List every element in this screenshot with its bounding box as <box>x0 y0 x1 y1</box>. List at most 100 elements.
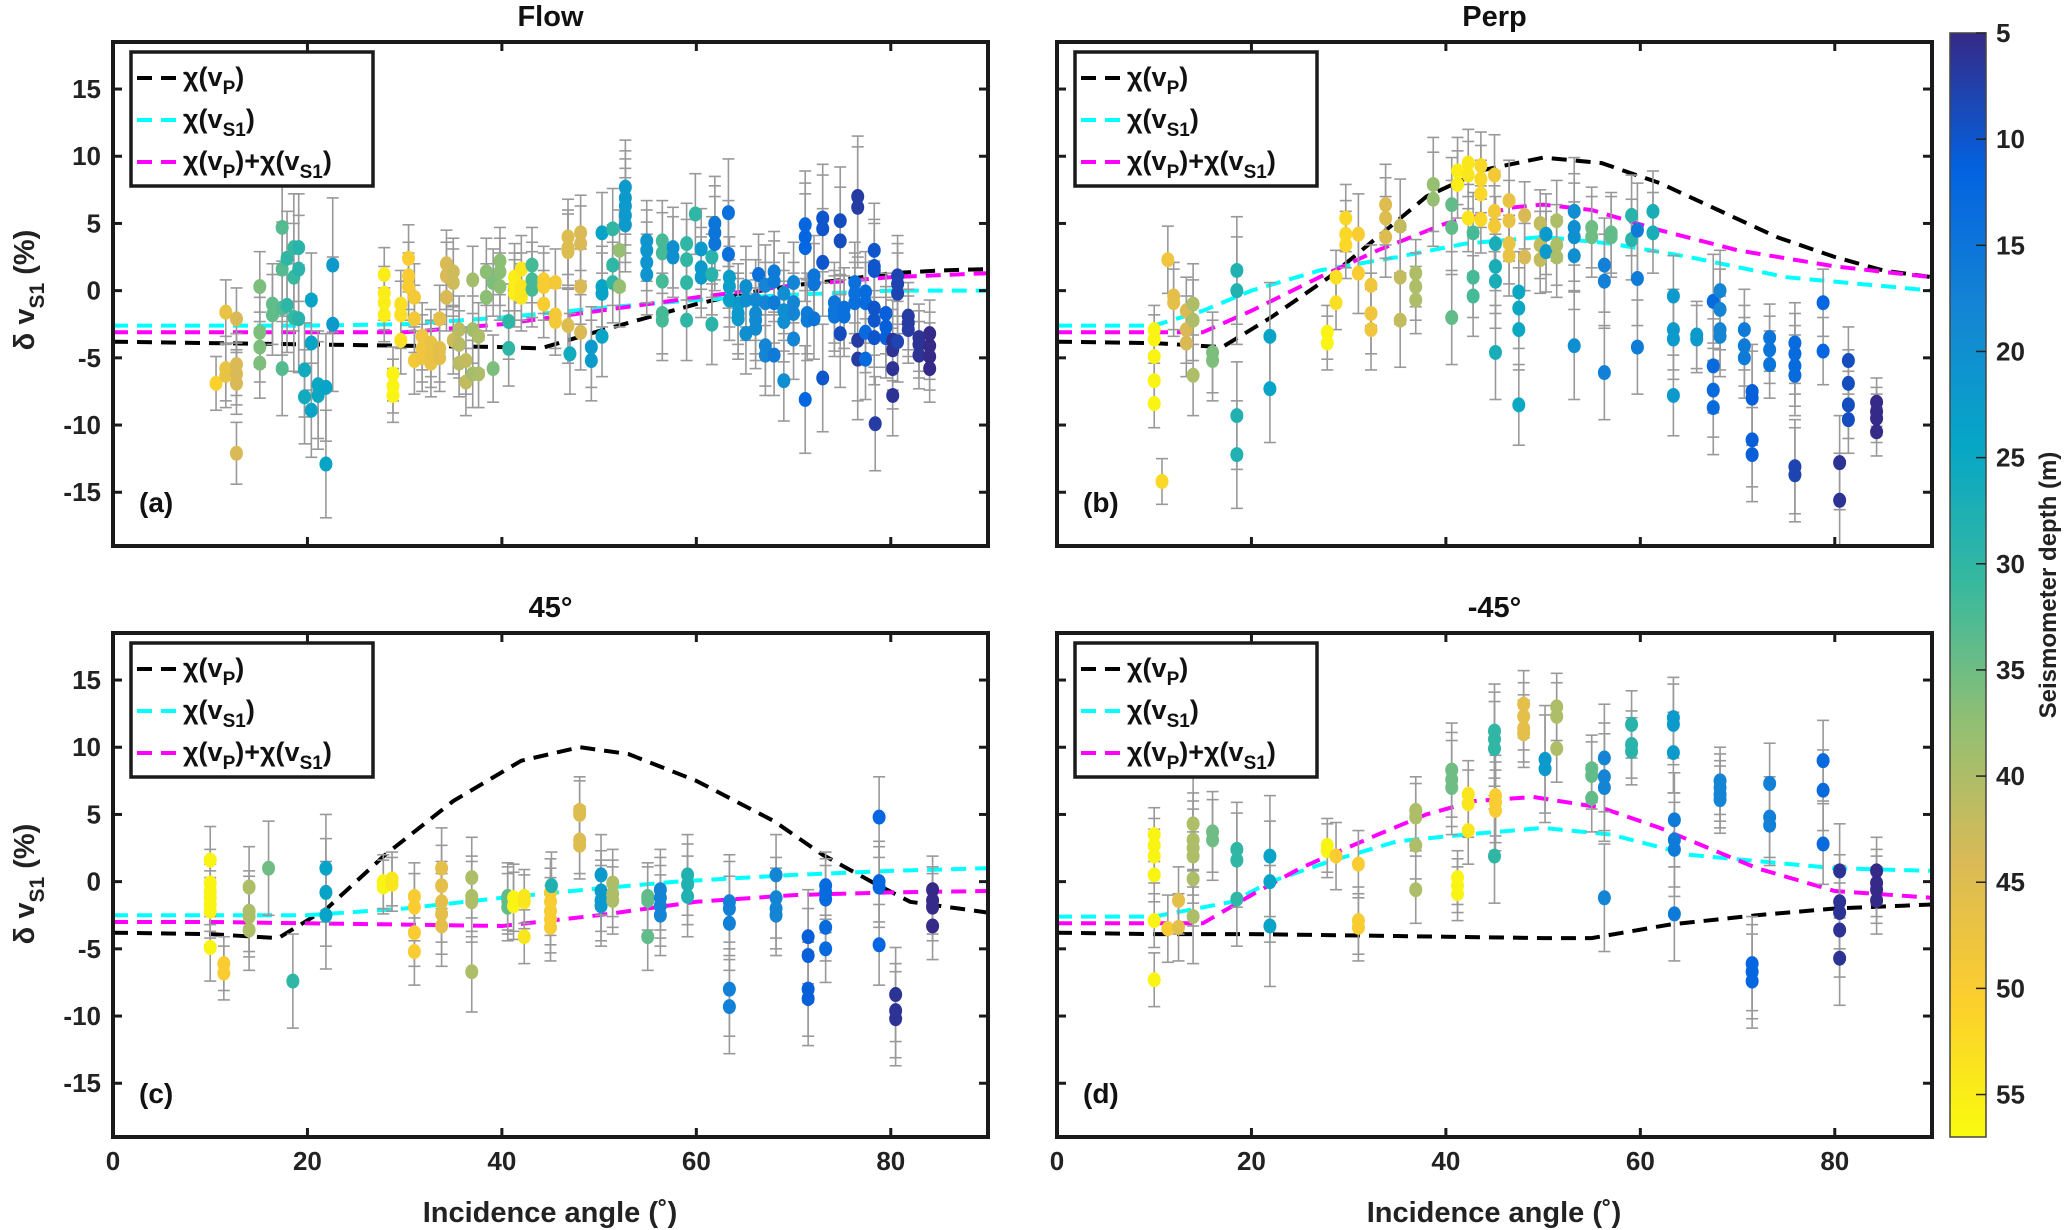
data-point <box>561 244 575 260</box>
colorbar-gradient <box>1949 32 1987 1138</box>
data-point <box>1186 909 1200 925</box>
legend-item: χ(vP)+χ(vS1) <box>137 737 332 774</box>
legend-subscript: S1 <box>223 711 247 732</box>
data-point <box>1745 432 1759 448</box>
legend-text: ) <box>1190 695 1199 725</box>
data-point <box>1147 331 1161 347</box>
data-point <box>1745 447 1759 463</box>
data-point <box>433 311 447 327</box>
data-point <box>1409 882 1423 898</box>
data-point <box>1155 473 1169 489</box>
y-tick-label: -5 <box>78 343 101 373</box>
panel-label: (a) <box>139 487 173 518</box>
legend-text: ) <box>1190 104 1199 134</box>
data-point <box>548 275 562 291</box>
data-point <box>452 336 466 352</box>
x-tick-label: 40 <box>487 1146 516 1176</box>
legend-item: χ(vP)+χ(vS1) <box>1081 737 1276 774</box>
legend-label: χ(vS1) <box>1127 104 1199 141</box>
data-point <box>407 925 421 941</box>
panels: Flow-15-10-5051015(a)χ(vP)χ(vS1)χ(vP)+χ(… <box>63 1 1934 1176</box>
data-point <box>262 860 276 876</box>
data-point <box>319 456 333 472</box>
data-point <box>465 964 479 980</box>
data-point <box>1488 218 1501 234</box>
data-point <box>1474 158 1488 174</box>
legend-subscript: P <box>223 162 236 183</box>
data-point <box>1870 424 1884 440</box>
data-point <box>1706 358 1720 374</box>
data-point <box>1161 252 1175 268</box>
data-point <box>926 899 940 915</box>
y-tick-label: 10 <box>72 141 101 171</box>
data-point <box>1512 322 1526 338</box>
data-point <box>1186 367 1200 383</box>
plot-area <box>113 135 988 519</box>
data-point <box>1517 708 1531 724</box>
data-point <box>1167 295 1181 311</box>
legend-subscript: P <box>223 753 236 774</box>
data-point <box>694 269 708 285</box>
data-point <box>1550 741 1564 757</box>
data-point <box>749 292 763 308</box>
data-point <box>514 279 528 295</box>
data-point <box>326 316 340 332</box>
legend-text: )+χ(v <box>235 737 299 767</box>
y-tick-label: 0 <box>87 867 101 897</box>
legend-text: ) <box>246 695 255 725</box>
data-point <box>377 307 391 323</box>
data-point <box>407 899 421 915</box>
data-point <box>1630 222 1644 238</box>
data-point <box>217 965 231 981</box>
data-point <box>867 262 881 278</box>
data-point <box>275 219 289 235</box>
data-point <box>1147 913 1161 929</box>
colorbar: 5 10 15 20 25 30 35 40 45 50 55 <box>1949 18 2025 1138</box>
data-point <box>465 894 479 910</box>
data-point <box>722 999 736 1015</box>
legend-text: ) <box>323 146 332 176</box>
data-point <box>889 987 903 1003</box>
data-point <box>777 373 791 389</box>
y-axis-label-top: δ vS1 (%) <box>9 230 49 351</box>
data-point <box>537 279 551 295</box>
data-point <box>1550 708 1564 724</box>
data-point <box>1833 455 1847 471</box>
data-point <box>731 311 745 327</box>
legend-text: χ(v <box>183 146 223 176</box>
x-tick-label: 0 <box>1050 1146 1064 1176</box>
legend-subscript: P <box>223 669 236 690</box>
data-point <box>767 295 781 311</box>
data-point <box>1502 193 1516 209</box>
legend-label: χ(vP)+χ(vS1) <box>1127 146 1276 183</box>
data-point <box>1179 335 1193 351</box>
data-point <box>394 307 408 323</box>
data-point <box>752 267 766 283</box>
panel-a: Flow-15-10-5051015(a)χ(vP)χ(vS1)χ(vP)+χ(… <box>63 1 990 548</box>
legend-subscript: P <box>1167 162 1180 183</box>
data-point <box>1870 892 1884 908</box>
data-point <box>407 311 421 327</box>
data-point <box>1230 262 1244 278</box>
data-point <box>912 336 926 352</box>
legend: χ(vP)χ(vS1)χ(vP)+χ(vS1) <box>129 641 375 779</box>
data-point <box>767 347 781 363</box>
data-point <box>680 275 694 291</box>
data-point <box>574 279 588 295</box>
legend-label: χ(vP) <box>183 62 244 99</box>
data-point <box>304 402 318 418</box>
legend-text: ) <box>1267 737 1276 767</box>
data-point <box>1339 210 1353 226</box>
data-point <box>439 289 453 305</box>
x-tick-label: 60 <box>1626 1146 1655 1176</box>
data-point <box>801 991 815 1007</box>
data-point <box>640 267 654 283</box>
data-point <box>721 205 735 221</box>
data-point <box>868 416 882 432</box>
data-point <box>1445 219 1459 235</box>
x-tick-label: 80 <box>876 1146 905 1176</box>
data-point <box>595 328 609 344</box>
data-point <box>867 330 881 346</box>
legend-text: χ(v <box>183 737 223 767</box>
data-point <box>1445 310 1459 326</box>
